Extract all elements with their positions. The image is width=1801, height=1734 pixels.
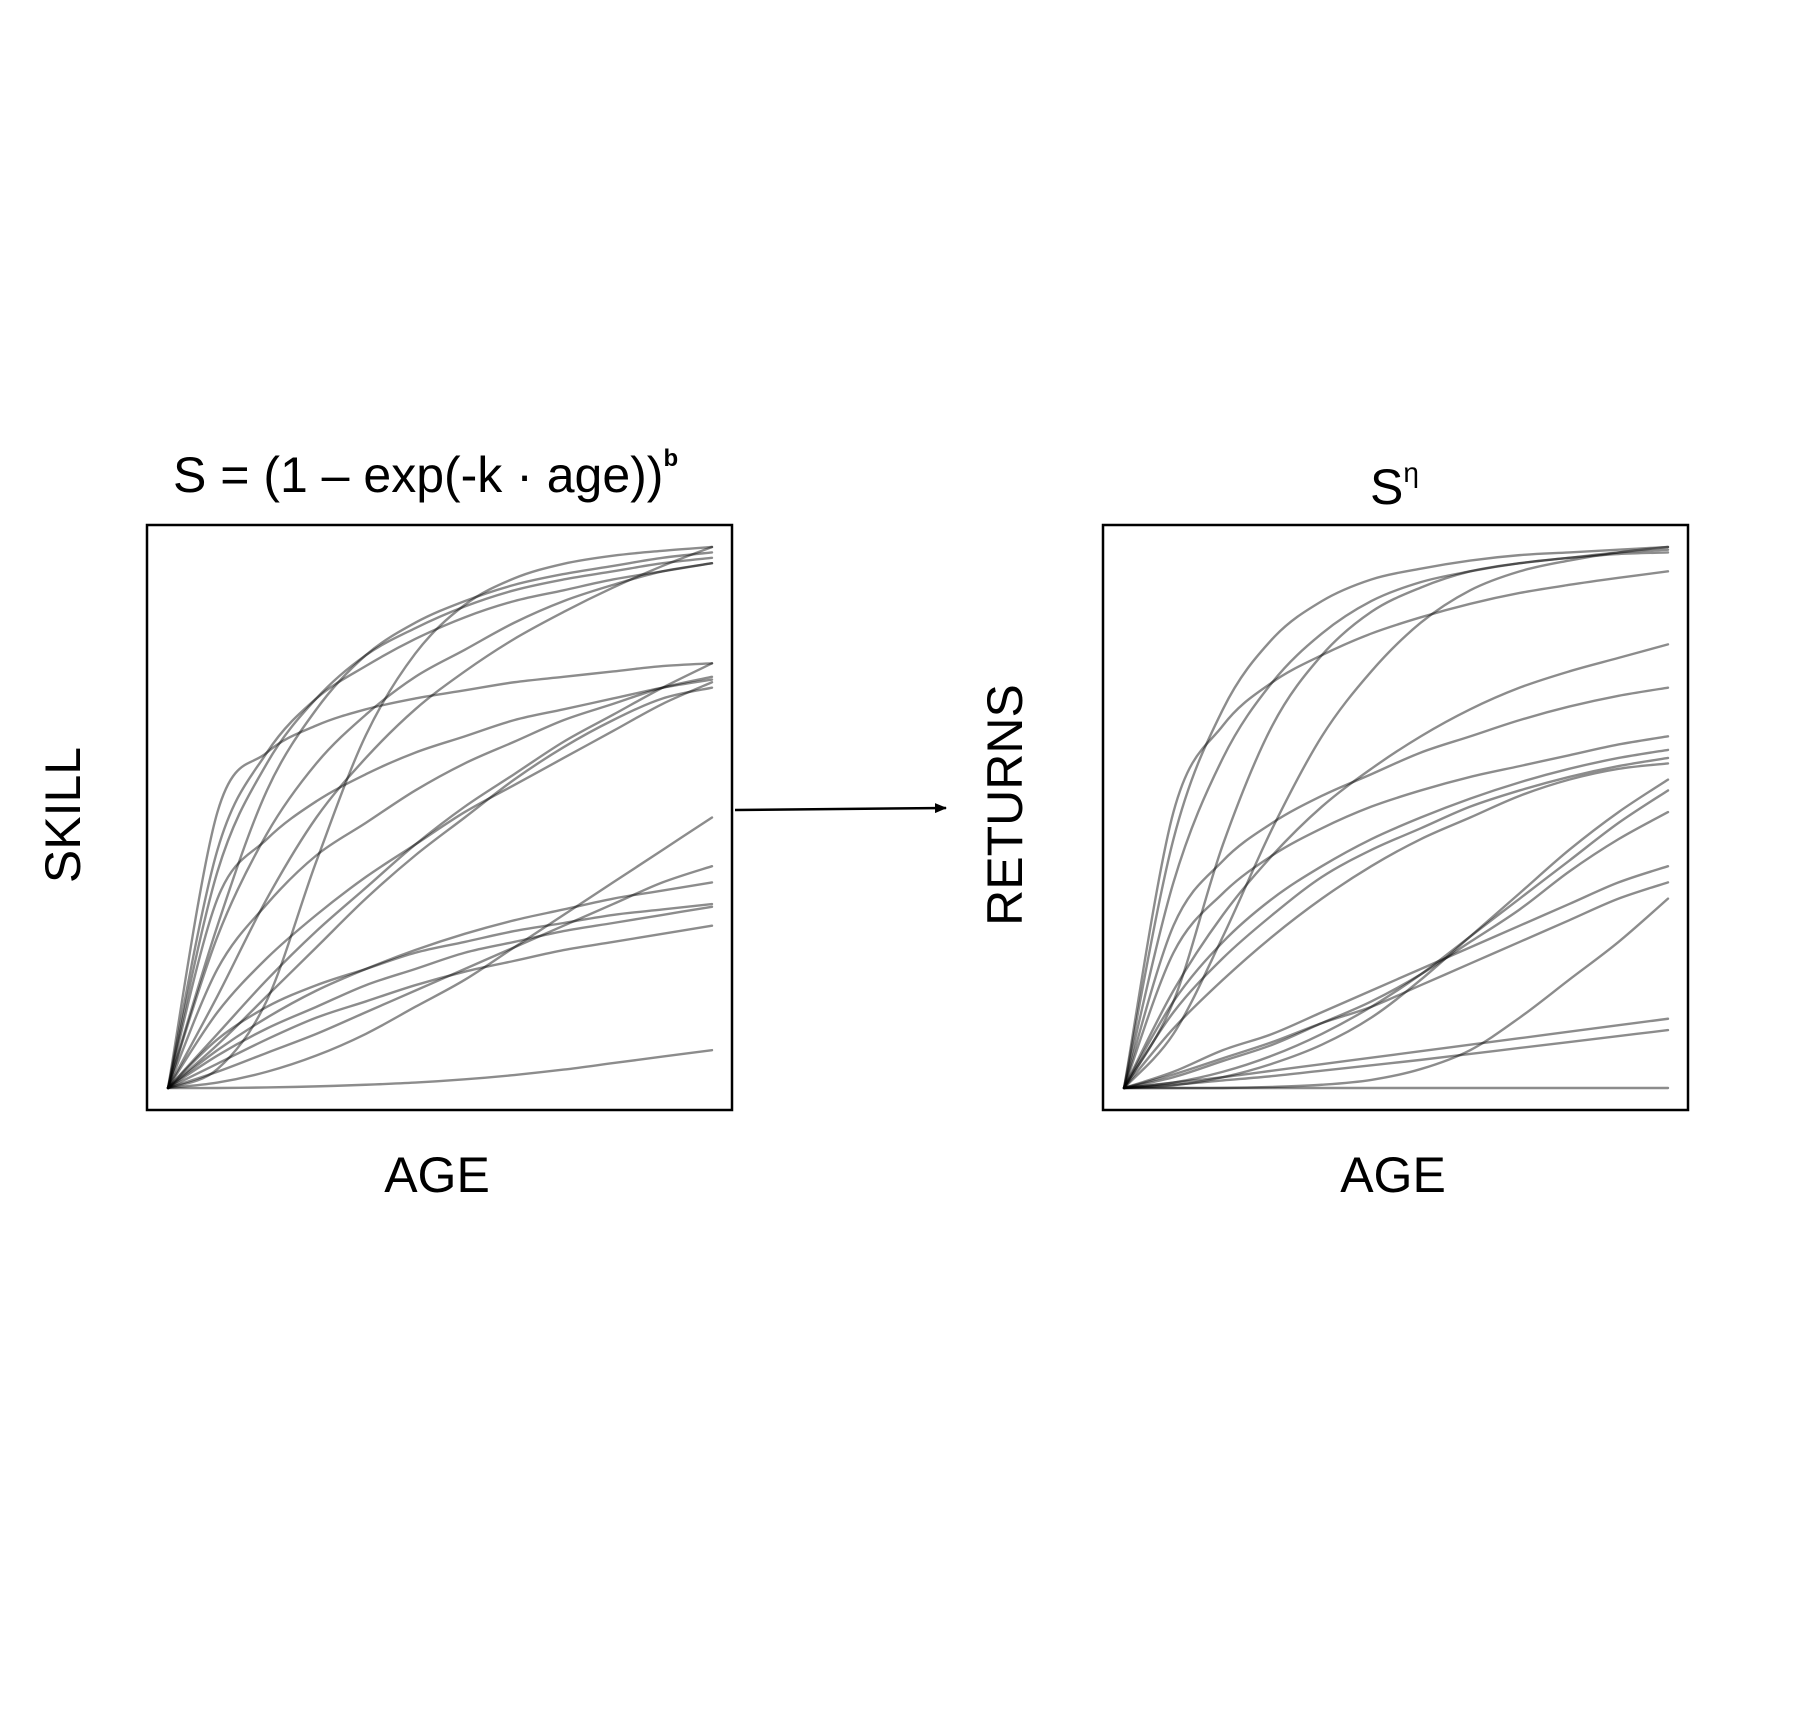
transform-arrow [734,803,947,814]
chart-right-series-line-4 [1122,548,1670,1090]
chart-right-series-line-1 [1122,545,1670,1090]
chart-right-series-line-16 [1122,881,1670,1090]
chart-left-series-line-1 [166,545,714,1090]
chart-left-series-line-11 [166,662,714,1090]
chart-right-series-line-12 [1122,778,1670,1090]
chart-left-plot-area [145,523,734,1112]
chart-left-series-line-17 [166,816,714,1090]
chart-left-series-line-2 [166,545,714,1090]
chart-left-series-group [166,545,714,1090]
chart-right-series-line-11 [1122,762,1670,1090]
chart-left-series-line-5 [166,562,714,1090]
chart-right-series-line-17 [1122,897,1670,1090]
chart-right-series-line-10 [1122,756,1670,1090]
chart-right-series-line-18 [1122,1017,1670,1090]
chart-right-series-line-3 [1122,570,1670,1090]
chart-right-series-line-2 [1122,551,1670,1090]
chart-left-series-line-9 [166,675,714,1090]
chart-left-frame [145,523,734,1112]
chart-right-title-superscript: η [1403,457,1419,488]
chart-right-series-line-6 [1122,643,1670,1090]
chart-right-xlabel: AGE [1340,1147,1446,1203]
chart-right-frame [1101,523,1690,1112]
chart-right-series-line-7 [1122,686,1670,1090]
chart-left-series-line-19 [166,1048,714,1090]
chart-left-series-line-12 [166,686,714,1090]
chart-left-series-line-3 [166,551,714,1090]
chart-right-series-line-14 [1122,810,1670,1090]
chart-right-series-line-15 [1122,864,1670,1090]
chart-left-series-line-13 [166,881,714,1090]
chart-right-plot-area [1101,523,1690,1112]
chart-right-series-line-9 [1122,748,1670,1090]
chart-left-series-line-15 [166,905,714,1090]
chart-right-series-line-5 [1122,545,1670,1090]
chart-right-series-group [1122,545,1670,1090]
chart-left-series-line-18 [166,864,714,1090]
chart-left-series-line-6 [166,562,714,1090]
chart-right-series-line-19 [1122,1028,1670,1090]
chart-left-title: S = (1 – exp(-k · age))b [173,445,679,503]
chart-left-series-line-14 [166,902,714,1090]
chart-left-series-line-10 [166,681,714,1090]
chart-left-series-line-8 [166,678,714,1090]
chart-left-series-line-16 [166,924,714,1090]
chart-right-series-line-8 [1122,735,1670,1090]
chart-left-xlabel: AGE [384,1147,490,1203]
chart-left-series-line-4 [166,556,714,1090]
chart-left-title-superscript: b [663,445,679,472]
chart-left-series-line-7 [166,662,714,1090]
chart-right-series-line-13 [1122,789,1670,1090]
chart-right-title: Sη [1370,457,1419,515]
